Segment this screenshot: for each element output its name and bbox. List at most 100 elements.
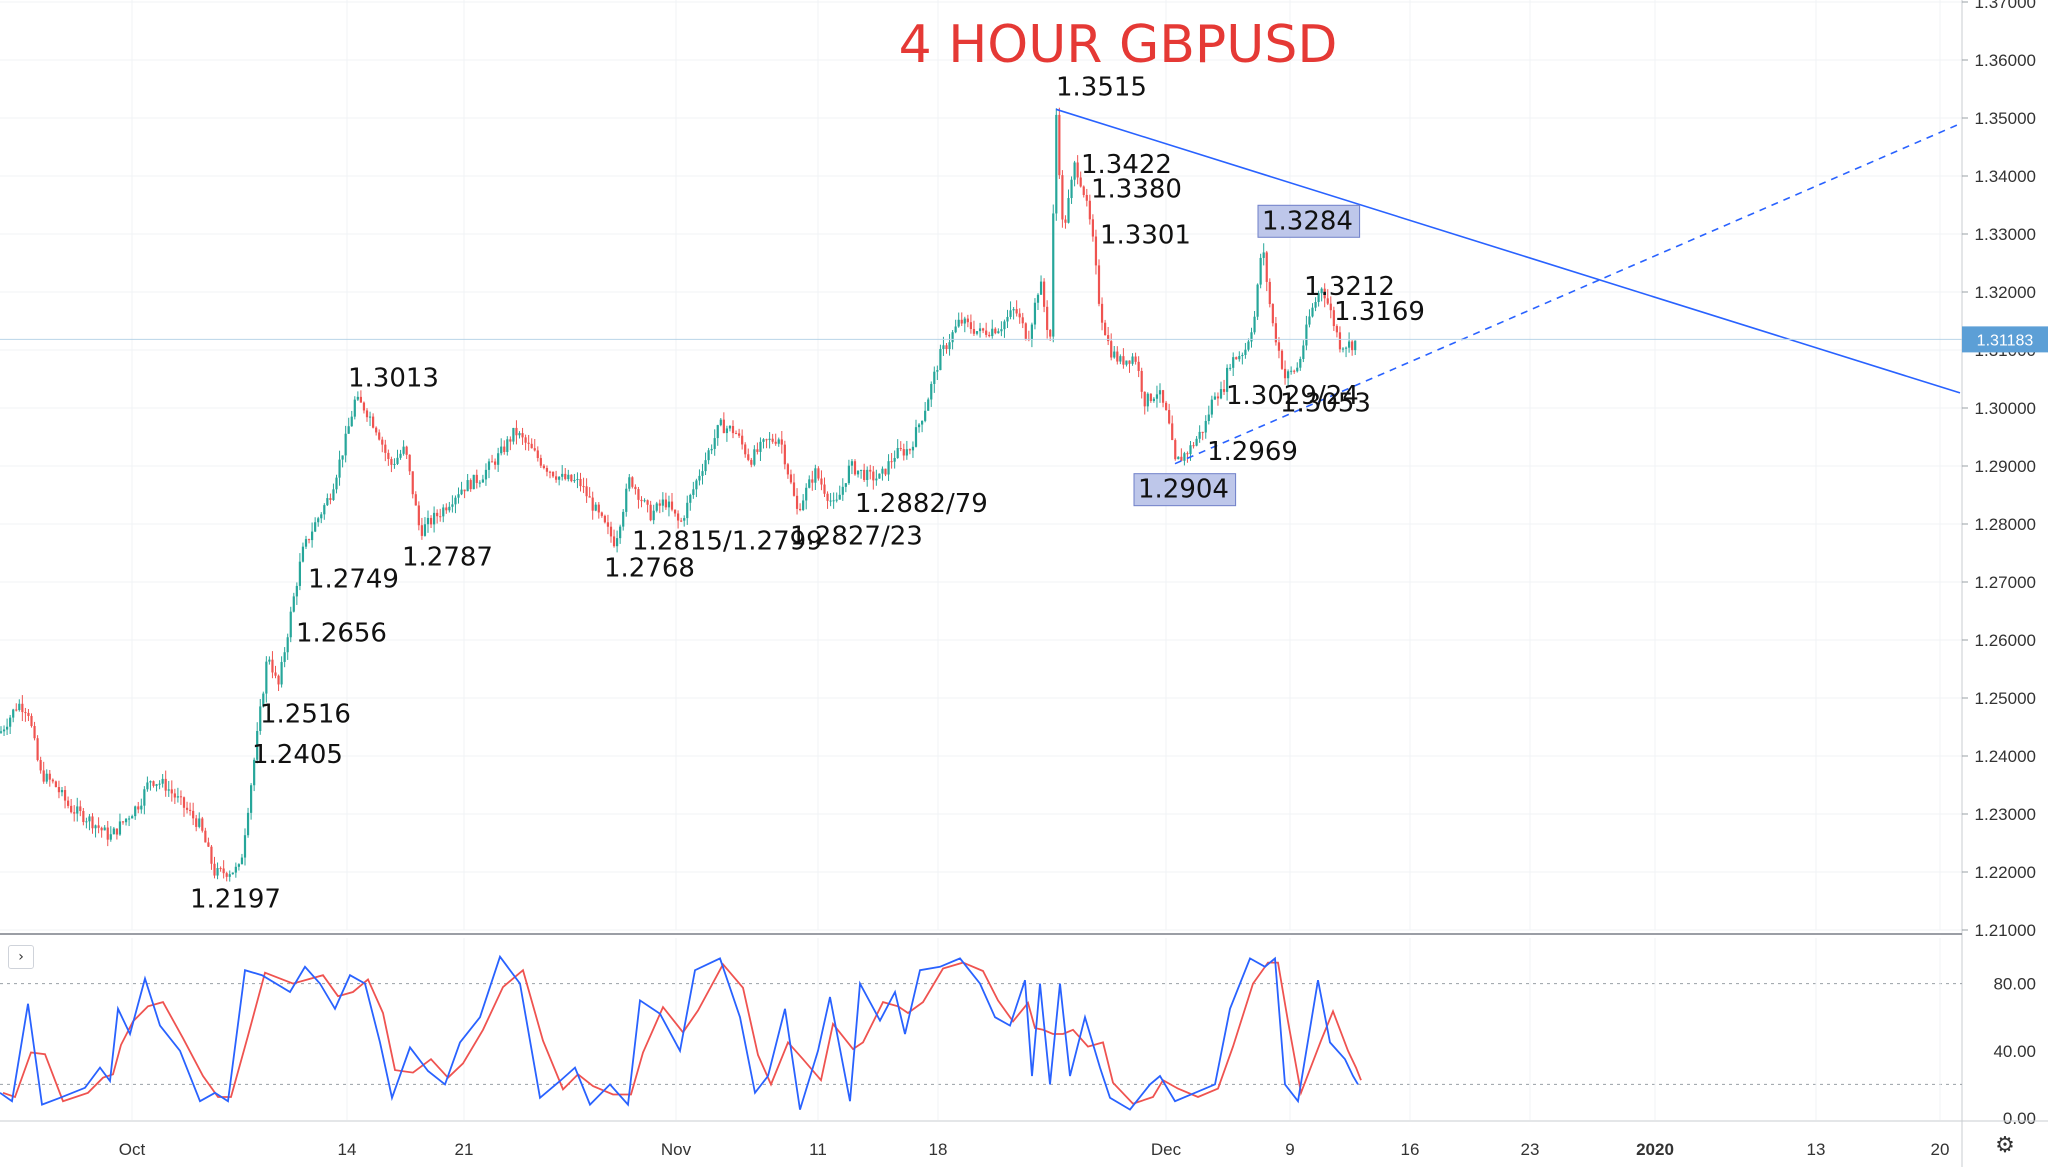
price-tick-label: 1.22000 bbox=[1975, 863, 2036, 882]
candle-body bbox=[1247, 341, 1250, 350]
candle-body bbox=[777, 439, 780, 444]
candle-body bbox=[832, 500, 835, 502]
candle-body bbox=[298, 561, 301, 586]
annotation: 1.2969 bbox=[1207, 437, 1298, 467]
candle-body bbox=[393, 463, 396, 465]
price-tick-label: 1.30000 bbox=[1975, 399, 2036, 418]
annotation: 1.3013 bbox=[348, 363, 439, 393]
candle-body bbox=[1036, 294, 1040, 303]
candle-body bbox=[1332, 310, 1335, 327]
candle-body bbox=[1064, 219, 1067, 223]
candle-body bbox=[954, 326, 957, 333]
candle-body bbox=[795, 495, 799, 509]
candle-body bbox=[439, 516, 442, 518]
candle-body bbox=[814, 468, 817, 483]
chart-title: 4 HOUR GBPUSD bbox=[899, 15, 1338, 75]
candle-body bbox=[1046, 306, 1049, 330]
date-tick-label: 2020 bbox=[1636, 1140, 1674, 1159]
candle-body bbox=[948, 342, 951, 350]
candle-body bbox=[850, 461, 854, 466]
date-tick-label: 9 bbox=[1285, 1140, 1294, 1159]
candle-body bbox=[686, 502, 689, 519]
price-tick-label: 1.25000 bbox=[1975, 689, 2036, 708]
candle-body bbox=[527, 442, 530, 444]
candle-body bbox=[1296, 367, 1299, 372]
candle-body bbox=[661, 499, 664, 506]
candle-body bbox=[94, 825, 97, 829]
candle-body bbox=[1128, 360, 1131, 364]
candle-body bbox=[890, 461, 893, 463]
candle-body bbox=[27, 712, 30, 716]
candle-body bbox=[1244, 349, 1247, 355]
candle-body bbox=[1012, 309, 1015, 311]
candle-body bbox=[341, 455, 344, 460]
annotation-highlight bbox=[1257, 204, 1361, 238]
candle-body bbox=[1344, 347, 1348, 349]
candle-body bbox=[73, 812, 76, 814]
candle-body bbox=[1222, 389, 1226, 392]
candle-body bbox=[219, 868, 222, 870]
candle-body bbox=[667, 501, 671, 508]
candle-body bbox=[1204, 420, 1207, 433]
candle-body bbox=[701, 471, 704, 476]
candle-body bbox=[536, 450, 539, 459]
annotation-label: 1.3284 bbox=[1262, 206, 1353, 236]
candle-body bbox=[978, 328, 982, 332]
candle-body bbox=[204, 830, 207, 843]
candle-body bbox=[292, 596, 295, 612]
candle-body bbox=[1137, 361, 1140, 371]
candle-body bbox=[1030, 324, 1033, 341]
candle-body bbox=[402, 446, 405, 454]
candle-body bbox=[1009, 310, 1012, 317]
candle-body bbox=[426, 517, 430, 525]
candle-body bbox=[917, 424, 921, 428]
annotation: 1.3029/24 bbox=[1226, 381, 1359, 411]
candle-body bbox=[1207, 414, 1210, 421]
candle-body bbox=[606, 522, 610, 527]
candle-body bbox=[2, 729, 6, 732]
candle-body bbox=[1198, 431, 1201, 439]
candle-body bbox=[683, 518, 686, 521]
candle-body bbox=[1305, 324, 1308, 346]
candle-body bbox=[420, 525, 423, 536]
candle-body bbox=[1168, 410, 1171, 424]
gear-icon[interactable]: ⚙ bbox=[1995, 1133, 2015, 1158]
candle-body bbox=[1219, 389, 1223, 399]
candle-body bbox=[1174, 440, 1177, 460]
candle-body bbox=[555, 476, 558, 480]
stochastic-d-line bbox=[2, 961, 1362, 1105]
candle-body bbox=[1177, 456, 1180, 460]
candle-body bbox=[1283, 368, 1287, 379]
candle-body bbox=[664, 499, 667, 508]
candle-body bbox=[921, 420, 924, 425]
candle-body bbox=[228, 874, 231, 877]
candle-body bbox=[863, 469, 866, 480]
candle-body bbox=[1082, 186, 1085, 195]
candle-body bbox=[591, 497, 594, 511]
expand-chevron-icon[interactable]: › bbox=[8, 945, 34, 969]
annotation-label: 1.3515 bbox=[1056, 72, 1147, 102]
candle-body bbox=[115, 828, 118, 835]
candle-body bbox=[866, 469, 869, 480]
date-tick-label: Oct bbox=[119, 1140, 146, 1159]
candle-body bbox=[927, 399, 930, 411]
candle-body bbox=[1165, 402, 1168, 411]
price-axis[interactable]: 1.21000 1.22000 1.23000 1.24000 1.25000 1.260… bbox=[1961, 0, 2048, 1167]
annotation-label: 1.2516 bbox=[260, 700, 351, 730]
candle-body bbox=[317, 518, 320, 523]
candle-body bbox=[311, 531, 314, 541]
annotation: 1.2749 bbox=[308, 565, 399, 595]
candle-body bbox=[594, 504, 597, 511]
stochastic-axis[interactable]: 80.00 40.00 0.00 bbox=[1993, 975, 2036, 1128]
candle-body bbox=[637, 489, 640, 500]
candle-body bbox=[103, 827, 106, 831]
candle-body bbox=[48, 773, 51, 780]
candle-body bbox=[60, 790, 64, 793]
candle-body bbox=[414, 494, 417, 506]
resistance-trendline[interactable] bbox=[1055, 108, 1961, 394]
date-axis[interactable]: Oct 14 21 Nov 11 18 Dec 9 16 23 2020 13 20 bbox=[119, 1140, 1950, 1159]
candle-body bbox=[652, 510, 655, 521]
candle-body bbox=[30, 715, 33, 727]
candle-body bbox=[597, 504, 600, 513]
